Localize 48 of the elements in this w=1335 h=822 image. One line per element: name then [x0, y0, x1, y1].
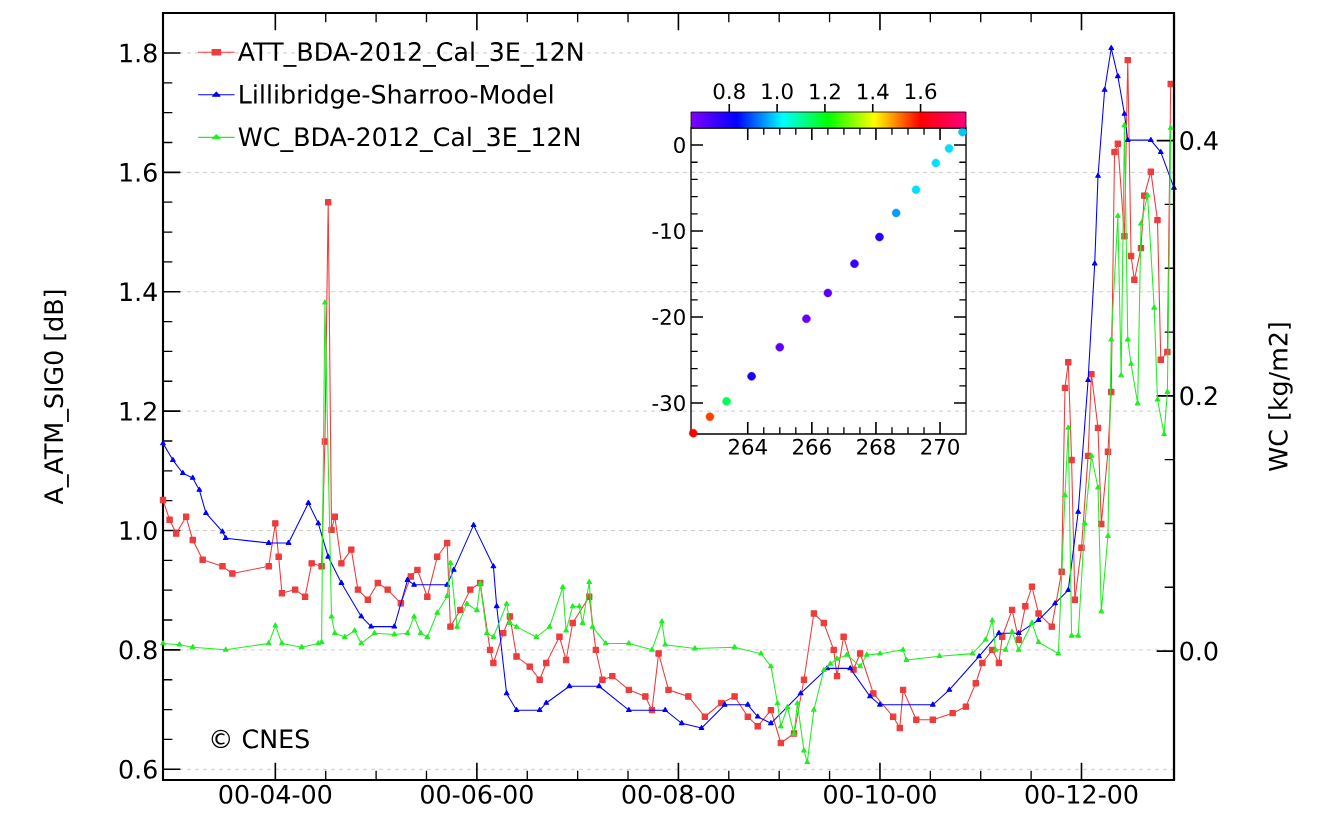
annotation: © CNES	[211, 729, 309, 749]
y2-tick-label: 0.0	[1180, 641, 1218, 661]
x-tick-label: 00-08-00	[622, 784, 735, 804]
y2-axis-title: WC [kg/m2]	[1268, 323, 1293, 471]
y-tick-label: 0.8	[119, 640, 157, 660]
x-tick-label: 266	[793, 438, 831, 455]
y-tick-label: 1.2	[120, 401, 156, 421]
y-tick-label: 1.0	[120, 520, 157, 541]
y-tick-label: -20	[652, 308, 685, 326]
x-tick-label: 268	[857, 438, 895, 455]
point	[747, 372, 756, 381]
color-bar-label: 1.0	[762, 83, 793, 100]
y-tick-label: 1.4	[120, 282, 157, 301]
point	[911, 185, 921, 195]
point	[958, 127, 967, 137]
color-bar-label: 1.2	[810, 83, 840, 100]
color-bar-label: 0.8	[713, 83, 745, 100]
y2-tick-label: 0.2	[1180, 386, 1217, 406]
x-tick-label: 00-06-00	[421, 784, 533, 804]
point	[802, 314, 811, 324]
x-tick-label: 00-04-00	[219, 784, 332, 804]
y2-tick-label: 0.4	[1180, 131, 1218, 151]
point	[722, 397, 731, 406]
x-tick-label: 00-10-00	[824, 784, 936, 804]
legend-label: ATT_BDA-2012_Cal_3E_12N	[237, 41, 583, 67]
legend-label: Lillibridge-Sharroo-Model	[240, 84, 553, 109]
point	[875, 232, 884, 242]
color-bar-label: 1.6	[905, 83, 937, 100]
point	[823, 288, 833, 298]
point	[688, 428, 698, 438]
point	[705, 412, 715, 422]
point	[775, 342, 785, 352]
legend-label: WC_BDA-2012_Cal_3E_12N	[238, 126, 580, 152]
point	[891, 208, 901, 218]
point	[850, 259, 859, 268]
y-tick-label: 1.8	[120, 43, 157, 63]
y-tick-label: 1.6	[120, 162, 157, 182]
y-axis-title: A_ATM_SIG0 [dB]	[43, 290, 69, 505]
point	[931, 158, 941, 168]
x-tick-label: 00-12-00	[1025, 784, 1138, 804]
x-tick-label: 264	[728, 438, 767, 455]
x-tick-label: 270	[921, 438, 959, 455]
point	[944, 144, 954, 153]
color-bar-label: 1.4	[858, 83, 889, 100]
y-tick-label: 0.6	[119, 759, 157, 779]
y-tick-label: -30	[652, 394, 685, 412]
y-tick-label: 0	[674, 136, 685, 154]
y-tick-label: -10	[652, 222, 685, 240]
